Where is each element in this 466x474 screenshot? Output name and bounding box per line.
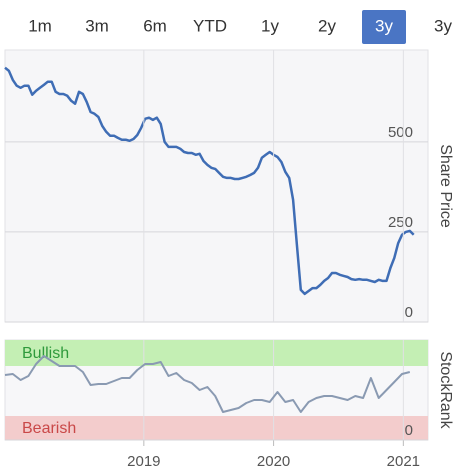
- tab[interactable]: 1m: [28, 16, 52, 35]
- y-tick-label: 500: [388, 124, 413, 141]
- x-tick-label: 2020: [257, 453, 290, 470]
- data-line: [4, 355, 411, 413]
- rank-band: [5, 340, 428, 366]
- y-tick-label: 0: [405, 422, 413, 439]
- tab[interactable]: YTD: [193, 16, 227, 35]
- y-axis-label: StockRank: [437, 351, 454, 429]
- tab-selected-bg[interactable]: [362, 10, 406, 44]
- y-tick-label: 0: [405, 304, 413, 321]
- tab[interactable]: 1y: [261, 16, 279, 35]
- plot-background: [4, 49, 429, 323]
- tab[interactable]: 2y: [318, 16, 336, 35]
- tab[interactable]: 3m: [85, 16, 109, 35]
- x-tick-label: 2021: [387, 453, 420, 470]
- tab[interactable]: 3y: [434, 16, 452, 35]
- data-line: [4, 66, 415, 296]
- y-tick-label: 250: [388, 214, 413, 231]
- y-axis-label: Share Price: [437, 144, 454, 228]
- tab[interactable]: 6m: [143, 16, 167, 35]
- rank-band: [5, 416, 428, 440]
- tab[interactable]: 3y: [375, 16, 393, 35]
- band-label: Bullish: [22, 345, 69, 362]
- band-label: Bearish: [22, 420, 76, 437]
- x-tick-label: 2019: [127, 453, 160, 470]
